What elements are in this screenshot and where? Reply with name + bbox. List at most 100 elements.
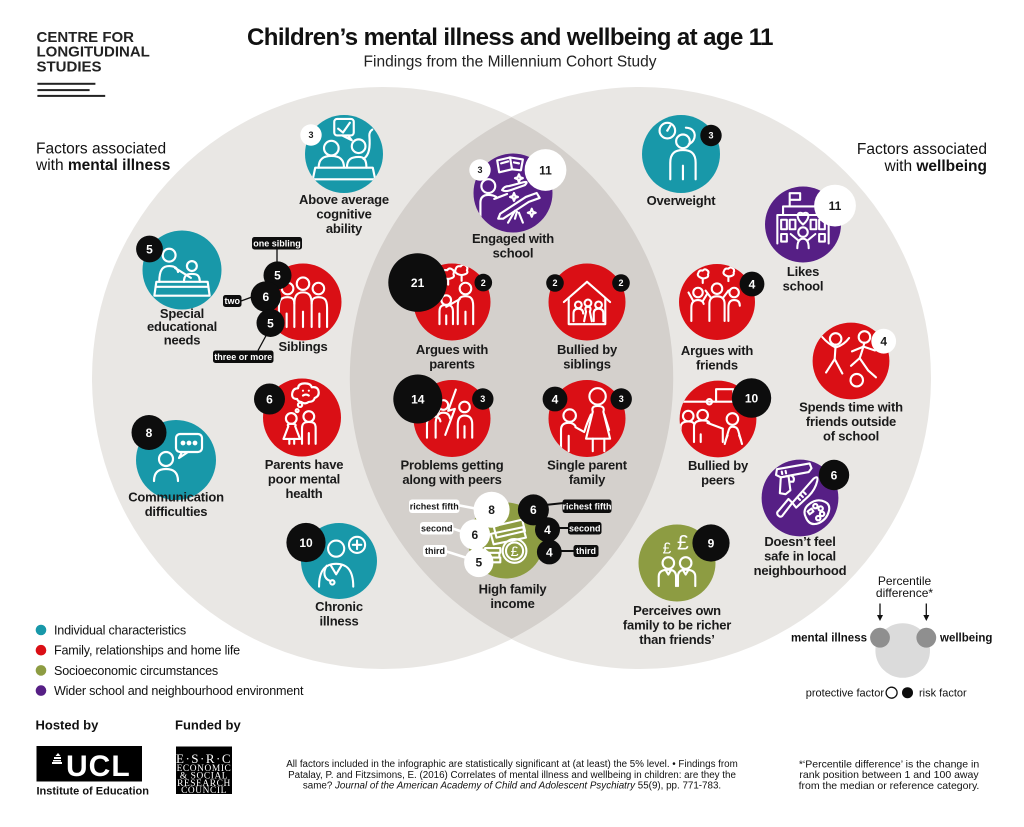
svg-text:Family, relationships and home: Family, relationships and home life bbox=[54, 644, 240, 658]
svg-text:one sibling: one sibling bbox=[253, 238, 301, 248]
svg-text:11: 11 bbox=[829, 199, 842, 213]
svg-text:friends: friends bbox=[696, 358, 738, 373]
svg-text:5: 5 bbox=[475, 556, 482, 570]
svg-text:6: 6 bbox=[472, 528, 479, 542]
svg-text:COUNCIL: COUNCIL bbox=[181, 786, 227, 796]
svg-text:health: health bbox=[285, 486, 322, 501]
svg-text:Above average: Above average bbox=[299, 192, 389, 207]
svg-text:£: £ bbox=[663, 540, 672, 557]
svg-text:3: 3 bbox=[477, 165, 482, 175]
svg-text:6: 6 bbox=[262, 290, 269, 304]
svg-text:£: £ bbox=[677, 532, 689, 555]
svg-text:11: 11 bbox=[539, 163, 552, 177]
svg-text:risk factor: risk factor bbox=[919, 688, 967, 700]
svg-text:neighbourhood: neighbourhood bbox=[754, 563, 847, 578]
svg-text:Single parent: Single parent bbox=[547, 458, 628, 473]
svg-text:Engaged with: Engaged with bbox=[472, 231, 554, 246]
svg-text:Hosted by: Hosted by bbox=[36, 718, 100, 733]
svg-text:2: 2 bbox=[481, 278, 486, 288]
svg-text:with wellbeing: with wellbeing bbox=[884, 158, 988, 175]
svg-text:siblings: siblings bbox=[563, 357, 611, 372]
svg-text:family to be richer: family to be richer bbox=[623, 618, 731, 633]
svg-text:difficulties: difficulties bbox=[145, 504, 208, 519]
svg-text:14: 14 bbox=[411, 392, 425, 406]
svg-text:Likes: Likes bbox=[787, 264, 819, 279]
svg-text:4: 4 bbox=[552, 392, 559, 406]
svg-text:2: 2 bbox=[552, 278, 557, 288]
svg-text:from the median or reference c: from the median or reference category. bbox=[799, 780, 980, 792]
svg-text:richest fifth: richest fifth bbox=[410, 501, 459, 511]
svg-text:of school: of school bbox=[823, 429, 879, 444]
svg-text:Factors associated: Factors associated bbox=[36, 141, 166, 158]
svg-text:3: 3 bbox=[708, 131, 713, 141]
svg-text:protective factor: protective factor bbox=[806, 688, 885, 700]
svg-text:Factors associated: Factors associated bbox=[857, 141, 987, 158]
svg-text:third: third bbox=[576, 546, 596, 556]
svg-text:Siblings: Siblings bbox=[279, 339, 328, 354]
svg-text:21: 21 bbox=[411, 276, 425, 290]
svg-text:two: two bbox=[225, 296, 241, 306]
svg-text:2: 2 bbox=[618, 278, 623, 288]
svg-text:6: 6 bbox=[266, 392, 273, 406]
svg-text:5: 5 bbox=[146, 242, 153, 256]
svg-text:educational: educational bbox=[147, 319, 217, 334]
svg-text:Children’s mental illness and: Children’s mental illness and wellbeing … bbox=[247, 24, 773, 51]
svg-text:4: 4 bbox=[880, 335, 887, 349]
svg-text:poor mental: poor mental bbox=[268, 472, 340, 487]
svg-text:ability: ability bbox=[326, 221, 363, 236]
svg-text:Overweight: Overweight bbox=[647, 193, 717, 208]
svg-text:than friends’: than friends’ bbox=[639, 632, 714, 647]
svg-text:4: 4 bbox=[749, 277, 756, 291]
svg-text:All factors included in the in: All factors included in the infographic … bbox=[286, 759, 738, 770]
svg-text:wellbeing: wellbeing bbox=[939, 633, 992, 645]
svg-text:second: second bbox=[421, 523, 453, 533]
svg-text:friends outside: friends outside bbox=[806, 414, 896, 429]
svg-text:Individual characteristics: Individual characteristics bbox=[54, 624, 186, 638]
svg-text:Problems getting: Problems getting bbox=[401, 458, 504, 473]
svg-text:school: school bbox=[783, 279, 824, 294]
svg-text:along with peers: along with peers bbox=[402, 472, 501, 487]
svg-text:Communication: Communication bbox=[128, 490, 224, 505]
svg-text:illness: illness bbox=[319, 614, 358, 629]
svg-text:& SOCIAL: & SOCIAL bbox=[180, 771, 228, 781]
svg-text:Chronic: Chronic bbox=[315, 599, 363, 614]
svg-text:3: 3 bbox=[308, 130, 313, 140]
svg-text:8: 8 bbox=[146, 426, 153, 440]
svg-text:second: second bbox=[569, 523, 601, 533]
svg-text:three or more: three or more bbox=[214, 352, 272, 362]
svg-text:8: 8 bbox=[488, 503, 495, 517]
svg-text:5: 5 bbox=[267, 316, 274, 330]
svg-text:High family: High family bbox=[479, 582, 548, 597]
svg-text:4: 4 bbox=[544, 523, 551, 537]
svg-text:Bullied by: Bullied by bbox=[688, 458, 749, 473]
svg-text:RESEARCH: RESEARCH bbox=[177, 779, 231, 789]
svg-text:difference*: difference* bbox=[876, 586, 933, 600]
svg-text:CENTRE FOR: CENTRE FOR bbox=[37, 29, 135, 46]
svg-text:same? Journal of the American: same? Journal of the American Academy of… bbox=[303, 781, 721, 792]
svg-text:Wider school and neighbourhood: Wider school and neighbourhood environme… bbox=[54, 684, 304, 698]
svg-text:Parents have: Parents have bbox=[265, 457, 344, 472]
svg-text:Funded by: Funded by bbox=[175, 718, 241, 733]
svg-text:Socioeconomic circumstances: Socioeconomic circumstances bbox=[54, 664, 218, 678]
svg-text:*‘Percentile difference’ is th: *‘Percentile difference’ is the change i… bbox=[799, 759, 980, 771]
svg-text:6: 6 bbox=[530, 503, 537, 517]
svg-text:third: third bbox=[425, 546, 445, 556]
svg-text:Perceives own: Perceives own bbox=[633, 603, 721, 618]
svg-text:5: 5 bbox=[274, 269, 281, 283]
svg-text:ECONOMIC: ECONOMIC bbox=[177, 764, 232, 774]
svg-text:Findings from the Millennium C: Findings from the Millennium Cohort Stud… bbox=[364, 54, 657, 71]
svg-text:rank position between 1 and 10: rank position between 1 and 100 away bbox=[799, 769, 979, 781]
svg-text:needs: needs bbox=[164, 332, 201, 347]
svg-text:parents: parents bbox=[429, 357, 475, 372]
svg-text:STUDIES: STUDIES bbox=[37, 58, 102, 75]
svg-text:safe in local: safe in local bbox=[764, 549, 836, 564]
svg-text:UCL: UCL bbox=[66, 750, 131, 783]
svg-text:9: 9 bbox=[708, 536, 715, 550]
svg-text:Special: Special bbox=[160, 306, 204, 321]
svg-text:Percentile: Percentile bbox=[878, 574, 932, 588]
svg-text:6: 6 bbox=[831, 468, 838, 482]
svg-text:with mental illness: with mental illness bbox=[35, 157, 170, 174]
svg-text:Institute of Education: Institute of Education bbox=[37, 786, 150, 798]
svg-text:Spends time with: Spends time with bbox=[799, 400, 903, 415]
svg-text:cognitive: cognitive bbox=[316, 207, 371, 222]
